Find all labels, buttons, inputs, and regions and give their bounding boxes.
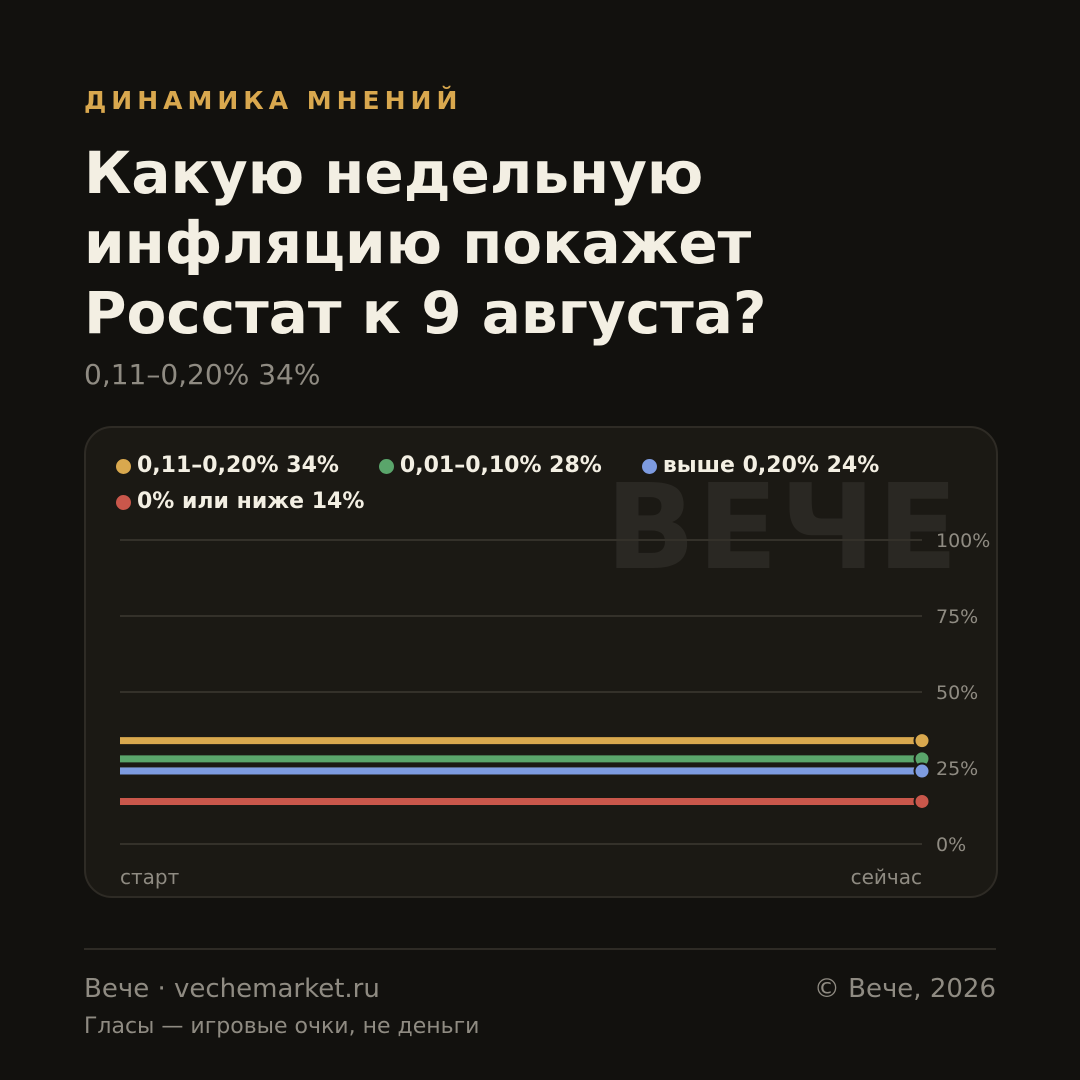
footer-copyright: © Вече, 2026 [813,974,996,1004]
legend-swatch [116,494,131,510]
legend-item: 0,01–0,10% 28% [378,452,602,480]
y-tick-label: 75% [936,606,978,628]
chart-legend: 0,11–0,20% 34% 0,01–0,10% 28% выше 0,20% 2… [116,452,976,516]
legend-label: 0,01–0,10% 28% [399,453,602,478]
x-tick-label: сейчас [851,865,922,889]
y-tick-label: 0% [936,834,966,856]
legend-swatch [378,458,394,474]
y-tick-label: 25% [936,758,978,780]
series-end-point [913,792,931,810]
legend-swatch [641,458,657,474]
line-chart: 0% 25% 50% 75% 100% старт сейчас [120,530,990,889]
legend-item: 0,11–0,20% 34% [116,452,339,480]
footer-divider [84,948,996,950]
chart-card: ВЕЧЕ 0,11–0,20% 34% 0,01–0,10% 28% выше 0,… [84,426,998,898]
page-title: Какую недельную инфляцию покажет Росстат… [84,139,767,347]
x-tick-label: старт [120,865,180,889]
footer-note: Гласы — игровые очки, не деньги [84,1014,480,1039]
legend-label: 0% или ниже 14% [137,489,365,514]
legend-swatch [116,458,131,474]
series-end-point [913,732,931,750]
leading-option-subtitle: 0,11–0,20% 34% [84,358,321,391]
eyebrow-label: ДИНАМИКА МНЕНИЙ [84,86,463,115]
footer-brand: Вече · vechemarket.ru [84,974,380,1004]
y-tick-label: 100% [936,530,990,552]
y-tick-label: 50% [936,682,978,704]
legend-label: 0,11–0,20% 34% [137,453,339,478]
legend-item: выше 0,20% 24% [641,452,880,480]
legend-label: выше 0,20% 24% [662,453,880,478]
legend-item: 0% или ниже 14% [116,488,364,516]
series-end-point [913,762,931,780]
